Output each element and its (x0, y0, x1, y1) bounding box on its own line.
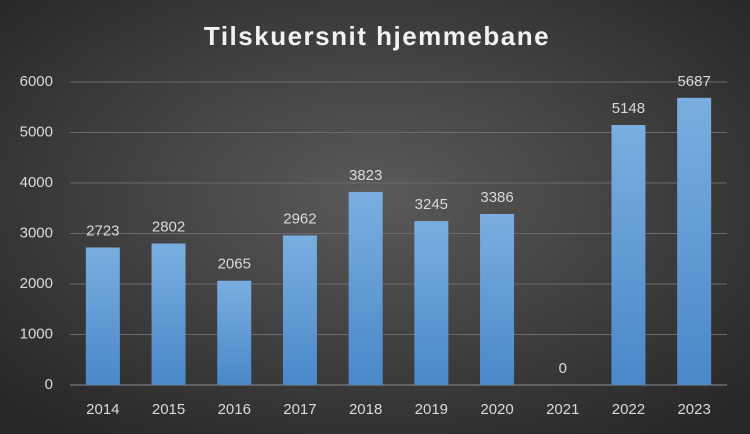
x-tick-label: 2018 (349, 401, 382, 418)
y-tick-label: 5000 (20, 123, 53, 140)
data-label: 3245 (415, 196, 448, 213)
bar (151, 243, 186, 385)
data-label: 5148 (612, 100, 645, 117)
data-label: 2962 (283, 210, 316, 227)
y-tick-label: 3000 (20, 224, 53, 241)
x-tick-label: 2019 (415, 401, 448, 418)
y-tick-label: 4000 (20, 174, 53, 191)
data-label: 3386 (480, 189, 513, 206)
bar (348, 191, 383, 385)
x-tick-label: 2021 (546, 401, 579, 418)
x-tick-label: 2023 (677, 401, 710, 418)
y-tick-label: 2000 (20, 275, 53, 292)
x-tick-label: 2022 (612, 401, 645, 418)
data-label: 0 (559, 360, 567, 377)
bar (282, 235, 317, 385)
data-label: 3823 (349, 167, 382, 184)
x-tick-label: 2017 (283, 401, 316, 418)
data-label: 2723 (86, 222, 119, 239)
data-label: 5687 (677, 73, 710, 90)
bar (677, 97, 712, 385)
chart-title: Tilskuersnit hjemmebane (204, 21, 550, 51)
y-tick-label: 0 (45, 376, 53, 393)
y-tick-label: 1000 (20, 325, 53, 342)
data-label: 2802 (152, 218, 185, 235)
x-tick-label: 2016 (218, 401, 251, 418)
bar (611, 125, 646, 385)
x-tick-label: 2020 (480, 401, 513, 418)
y-tick-label: 6000 (20, 73, 53, 90)
bar (414, 221, 449, 385)
bar (85, 247, 120, 385)
x-tick-label: 2015 (152, 401, 185, 418)
bar (480, 214, 515, 385)
x-tick-label: 2014 (86, 401, 119, 418)
data-label: 2065 (218, 256, 251, 273)
bar (217, 280, 252, 385)
